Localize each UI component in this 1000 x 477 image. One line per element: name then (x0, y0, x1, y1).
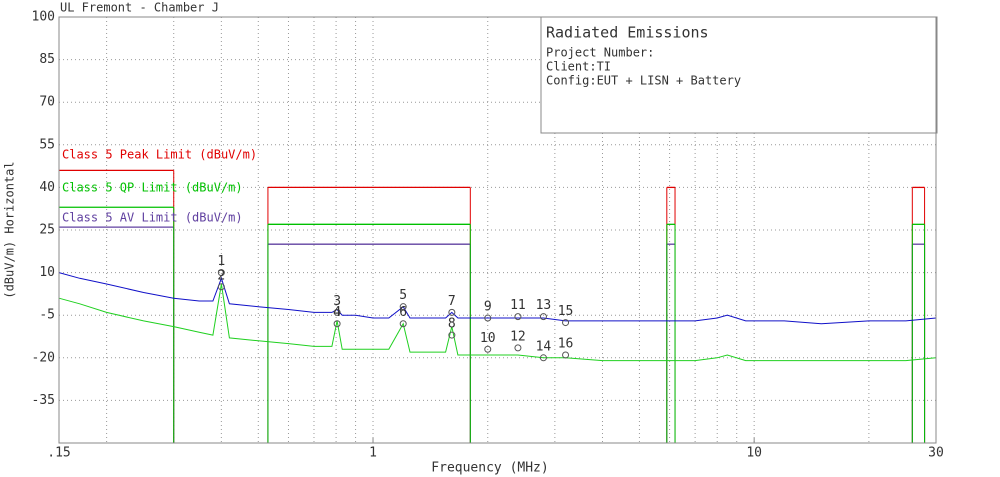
trace (58, 283, 937, 362)
info-title: Radiated Emissions (546, 24, 709, 42)
info-box (540, 16, 938, 134)
marker-label: 10 (480, 331, 496, 346)
chart-title: UL Fremont - Chamber J (60, 1, 219, 15)
marker (333, 308, 341, 316)
legend-label: Class 5 Peak Limit (dBuV/m) (62, 148, 257, 162)
marker-label: 15 (558, 304, 574, 319)
marker (562, 319, 570, 327)
marker-label: 1 (217, 254, 225, 269)
marker-label: 12 (510, 329, 526, 344)
legend-label: Class 5 AV Limit (dBuV/m) (62, 211, 243, 225)
marker (539, 313, 547, 321)
marker (539, 354, 547, 362)
x-axis-label: Frequency (MHz) (431, 461, 548, 476)
marker (484, 345, 492, 353)
marker-label: 8 (448, 317, 456, 332)
marker (514, 313, 522, 321)
marker (448, 331, 456, 339)
info-line: Project Number: (546, 46, 654, 60)
x-tick-label: .15 (47, 446, 70, 461)
marker-label: 6 (399, 305, 407, 320)
y-tick-label: 100 (32, 10, 55, 25)
y-tick-label: 70 (39, 95, 55, 110)
marker (399, 320, 407, 328)
y-tick-label: -20 (32, 350, 55, 365)
marker-label: 2 (217, 268, 225, 283)
plot-frame (58, 16, 937, 444)
marker (514, 344, 522, 352)
marker-label: 3 (333, 294, 341, 309)
marker-label: 11 (510, 298, 526, 313)
marker (448, 308, 456, 316)
y-tick-label: -35 (32, 393, 55, 408)
y-tick-label: 55 (39, 137, 55, 152)
x-tick-label: 30 (928, 446, 944, 461)
y-tick-label: 10 (39, 265, 55, 280)
y-axis-label: (dBuV/m) Horizontal (3, 161, 17, 298)
marker-label: 14 (536, 339, 552, 354)
x-tick-label: 1 (369, 446, 377, 461)
marker (399, 303, 407, 311)
marker-label: 4 (333, 305, 341, 320)
marker (217, 269, 225, 277)
legend-label: Class 5 QP Limit (dBuV/m) (62, 181, 243, 195)
y-tick-label: 85 (39, 52, 55, 67)
marker (484, 314, 492, 322)
marker-label: 5 (399, 288, 407, 303)
marker-label: 9 (484, 300, 492, 315)
marker-label: 16 (558, 336, 574, 351)
x-tick-label: 10 (746, 446, 762, 461)
y-tick-label: 40 (39, 180, 55, 195)
trace (58, 272, 937, 325)
marker-label: 7 (448, 294, 456, 309)
marker (333, 320, 341, 328)
marker (217, 283, 225, 291)
info-line: Client:TI (546, 60, 611, 74)
marker-label: 13 (536, 298, 552, 313)
info-line: Config:EUT + LISN + Battery (546, 74, 741, 88)
marker (562, 351, 570, 359)
y-tick-label: 25 (39, 223, 55, 238)
y-tick-label: -5 (39, 308, 55, 323)
